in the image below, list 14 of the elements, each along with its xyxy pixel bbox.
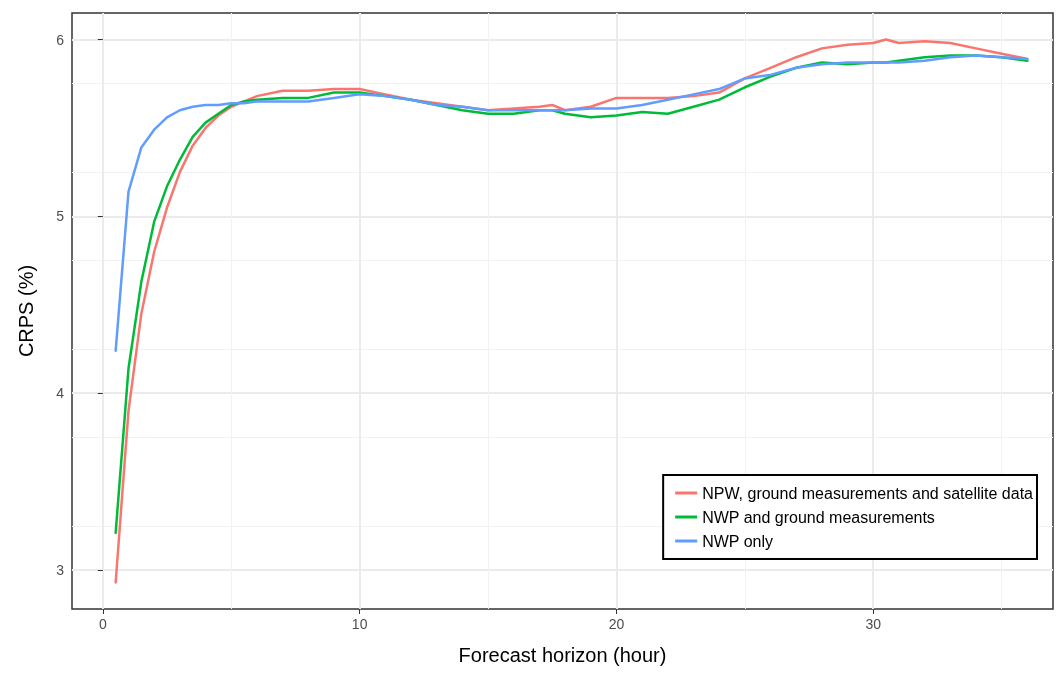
line-series	[114, 54, 1029, 353]
y-tick-label: 4	[56, 385, 65, 402]
y-tick-label: 3	[56, 562, 65, 579]
y-tick-label: 6	[56, 31, 65, 48]
x-tick-label: 0	[98, 616, 107, 632]
legend-label: NWP only	[702, 532, 773, 550]
legend-label: NWP and ground measurements	[702, 508, 935, 526]
x-axis-title: Forecast horizon (hour)	[458, 644, 667, 666]
legend-label: NPW, ground measurements and satellite data	[702, 484, 1034, 502]
y-axis-title: CRPS (%)	[15, 264, 37, 358]
y-tick-label: 5	[56, 208, 65, 225]
x-tick-label: 20	[608, 616, 625, 632]
x-tick-label: 30	[865, 616, 882, 632]
x-tick-label: 10	[351, 616, 368, 632]
